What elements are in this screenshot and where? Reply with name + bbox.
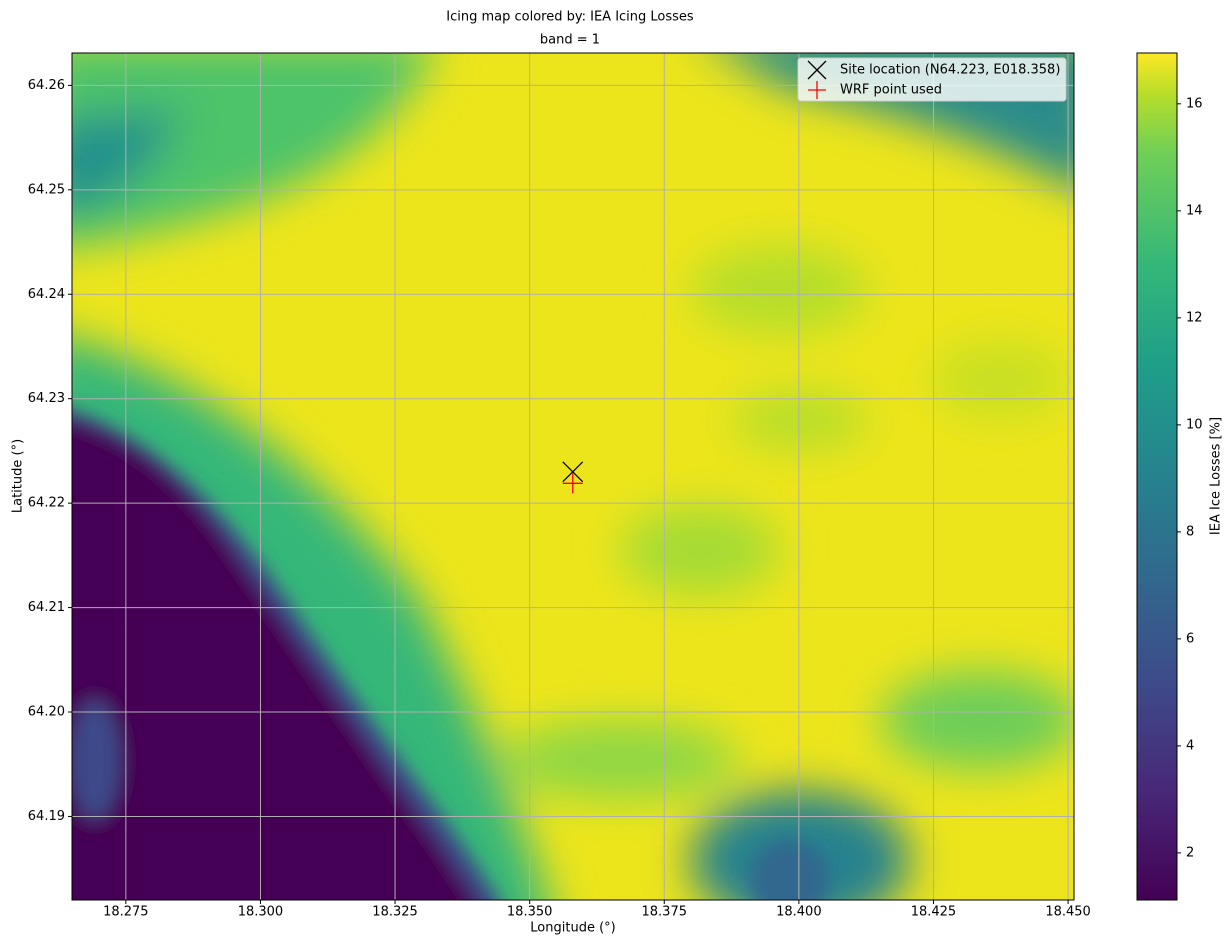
colorbar bbox=[1137, 53, 1177, 900]
x-tick-label: 18.375 bbox=[642, 905, 688, 920]
y-tick-label: 64.22 bbox=[28, 496, 65, 511]
y-tick-label: 64.20 bbox=[28, 705, 65, 720]
x-tick-label: 18.350 bbox=[507, 905, 553, 920]
x-axis-label: Longitude (°) bbox=[530, 921, 615, 936]
colorbar-tick-label: 16 bbox=[1186, 96, 1203, 111]
y-tick-label: 64.26 bbox=[28, 78, 65, 93]
legend-label: Site location (N64.223, E018.358) bbox=[840, 63, 1060, 78]
colorbar-tick-label: 2 bbox=[1186, 845, 1194, 860]
y-tick-label: 64.24 bbox=[28, 287, 65, 302]
x-tick-label: 18.400 bbox=[776, 905, 822, 920]
colorbar-tick-label: 6 bbox=[1186, 631, 1194, 646]
colorbar-tick-label: 8 bbox=[1186, 524, 1194, 539]
colorbar-tick-label: 4 bbox=[1186, 738, 1194, 753]
y-tick-label: 64.19 bbox=[28, 809, 65, 824]
colorbar-tick-label: 12 bbox=[1186, 310, 1203, 325]
colorbar-tick-label: 14 bbox=[1186, 203, 1203, 218]
heatmap-field bbox=[40, 30, 1100, 940]
x-tick-label: 18.450 bbox=[1045, 905, 1091, 920]
legend: Site location (N64.223, E018.358) WRF poi… bbox=[798, 58, 1066, 101]
colorbar-tick-label: 10 bbox=[1186, 417, 1203, 432]
figure: Icing map colored by: IEA Icing Losses b… bbox=[0, 0, 1232, 940]
chart-title: Icing map colored by: IEA Icing Losses bbox=[446, 10, 694, 25]
y-tick-label: 64.25 bbox=[28, 182, 65, 197]
y-tick-label: 64.21 bbox=[28, 600, 65, 615]
y-axis-label: Latitude (°) bbox=[11, 439, 26, 513]
colorbar-label: IEA Ice Losses [%] bbox=[1209, 417, 1224, 535]
x-tick-label: 18.300 bbox=[238, 905, 284, 920]
x-tick-label: 18.275 bbox=[103, 905, 149, 920]
legend-label: WRF point used bbox=[840, 83, 942, 98]
chart-subtitle: band = 1 bbox=[540, 33, 600, 48]
y-tick-label: 64.23 bbox=[28, 391, 65, 406]
x-tick-label: 18.325 bbox=[372, 905, 418, 920]
x-tick-label: 18.425 bbox=[911, 905, 957, 920]
